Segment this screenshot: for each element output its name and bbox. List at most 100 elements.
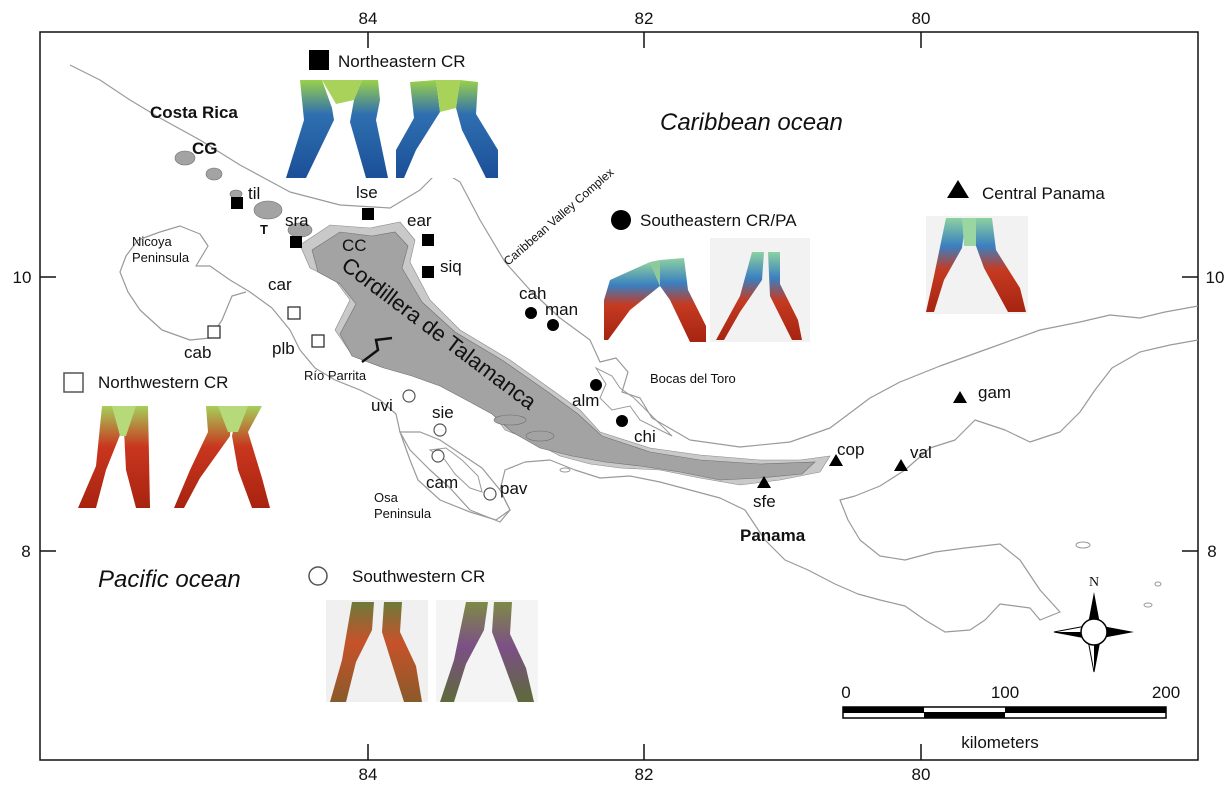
lon-tick-bottom-80: 80 xyxy=(912,765,931,784)
site-label-chi: chi xyxy=(634,427,656,446)
southwestern-sites xyxy=(402,389,497,501)
label-t: T xyxy=(260,222,268,237)
legend-label-central-panama: Central Panama xyxy=(982,184,1105,203)
compass-rose xyxy=(1053,592,1134,673)
lat-tick-right-8: 8 xyxy=(1207,542,1216,561)
site-marker-gam xyxy=(953,391,967,403)
pacific-ocean-label: Pacific ocean xyxy=(98,566,241,593)
site-label-siq: siq xyxy=(440,257,462,276)
site-marker-man xyxy=(547,319,559,331)
southeastern-sites xyxy=(525,307,628,427)
site-marker-car xyxy=(287,306,301,320)
site-marker-lse xyxy=(362,208,374,220)
scale-tick-0: 0 xyxy=(841,683,850,702)
osa-peninsula-outline xyxy=(399,431,511,521)
site-marker-siq xyxy=(422,266,434,278)
legend-marker-central-panama xyxy=(947,180,969,198)
scale-tick-100: 100 xyxy=(991,683,1019,702)
legend-label-northwestern: Northwestern CR xyxy=(98,373,228,392)
leg-photo-southeastern-2 xyxy=(710,238,810,342)
osa-label-line2: Peninsula xyxy=(374,506,432,521)
site-label-pav: pav xyxy=(500,479,528,498)
bocas-del-toro-label: Bocas del Toro xyxy=(650,371,736,386)
leg-photo-northwestern-1 xyxy=(74,404,156,508)
leg-photo-northwestern-2 xyxy=(170,404,272,508)
scale-bar xyxy=(842,706,1167,719)
label-cc: CC xyxy=(342,236,367,255)
golfo-dulce-outline xyxy=(428,447,483,493)
leg-photo-southwestern-1 xyxy=(326,600,428,702)
site-marker-alm xyxy=(590,379,602,391)
lon-tick-bottom-84: 84 xyxy=(359,765,378,784)
lon-tick-top-80: 80 xyxy=(912,9,931,28)
site-marker-pav xyxy=(483,487,497,501)
site-marker-uvi xyxy=(402,389,416,403)
leg-photo-central-panama-1 xyxy=(926,216,1028,314)
coastline-pacific xyxy=(119,225,1199,633)
site-label-cam: cam xyxy=(426,473,458,492)
lon-tick-bottom-82: 82 xyxy=(635,765,654,784)
site-marker-val xyxy=(894,459,908,471)
site-label-gam: gam xyxy=(978,383,1011,402)
northwestern-sites xyxy=(207,306,325,348)
site-label-til: til xyxy=(248,184,260,203)
site-marker-chi xyxy=(616,415,628,427)
map-frame xyxy=(39,31,1199,761)
lon-tick-top-84: 84 xyxy=(359,9,378,28)
legend-marker-northeastern xyxy=(309,50,329,70)
caribbean-ocean-label: Caribbean ocean xyxy=(660,109,843,136)
nicoya-label-line1: Nicoya xyxy=(132,234,173,249)
legend-marker-northwestern xyxy=(63,372,84,393)
country-label-panama: Panama xyxy=(740,526,806,545)
site-label-ear: ear xyxy=(407,211,432,230)
legend-marker-southeastern xyxy=(611,210,631,230)
lat-tick-left-10: 10 xyxy=(13,268,32,287)
site-label-uvi: uvi xyxy=(371,396,393,415)
lat-tick-left-8: 8 xyxy=(21,542,30,561)
leg-photo-northeastern-2 xyxy=(396,76,498,178)
site-label-alm: alm xyxy=(572,391,599,410)
highland-patches xyxy=(174,150,555,442)
site-marker-cah xyxy=(525,307,537,319)
site-label-man: man xyxy=(545,300,578,319)
site-marker-sra xyxy=(290,236,302,248)
site-label-lse: lse xyxy=(356,183,378,202)
leg-photo-southwestern-2 xyxy=(436,600,538,702)
site-marker-cab xyxy=(207,325,221,339)
site-label-cah: cah xyxy=(519,284,546,303)
site-marker-cam xyxy=(431,449,445,463)
northeastern-sites xyxy=(231,197,434,278)
site-marker-til xyxy=(231,197,243,209)
site-label-sie: sie xyxy=(432,403,454,422)
highlands-dark xyxy=(311,231,816,481)
leg-photo-northeastern-1 xyxy=(286,76,388,178)
lon-tick-top-82: 82 xyxy=(635,9,654,28)
site-label-val: val xyxy=(910,443,932,462)
central-panama-sites xyxy=(757,391,967,488)
nicoya-label-line2: Peninsula xyxy=(132,250,190,265)
coastline xyxy=(69,64,1199,448)
legend-label-northeastern: Northeastern CR xyxy=(338,52,466,71)
rio-parrita-label: Río Parrita xyxy=(304,368,367,383)
site-marker-plb xyxy=(311,334,325,348)
site-label-cop: cop xyxy=(837,440,864,459)
site-label-plb: plb xyxy=(272,339,295,358)
tick-marks xyxy=(40,32,1198,760)
legend-marker-southwestern xyxy=(308,566,328,586)
site-marker-ear xyxy=(422,234,434,246)
site-label-cab: cab xyxy=(184,343,211,362)
osa-label-line1: Osa xyxy=(374,490,399,505)
leg-photo-southeastern-1 xyxy=(604,238,706,342)
label-cg: CG xyxy=(192,139,218,158)
site-label-sra: sra xyxy=(285,211,309,230)
legend-label-southwestern: Southwestern CR xyxy=(352,567,485,586)
site-marker-cop xyxy=(829,454,843,466)
site-label-sfe: sfe xyxy=(753,492,776,511)
scale-tick-200: 200 xyxy=(1152,683,1180,702)
legend-label-southeastern: Southeastern CR/PA xyxy=(640,211,797,230)
scale-unit-label: kilometers xyxy=(961,733,1038,752)
islands xyxy=(559,467,1162,608)
compass-north-label: N xyxy=(1089,575,1099,590)
lat-tick-right-10: 10 xyxy=(1206,268,1225,287)
